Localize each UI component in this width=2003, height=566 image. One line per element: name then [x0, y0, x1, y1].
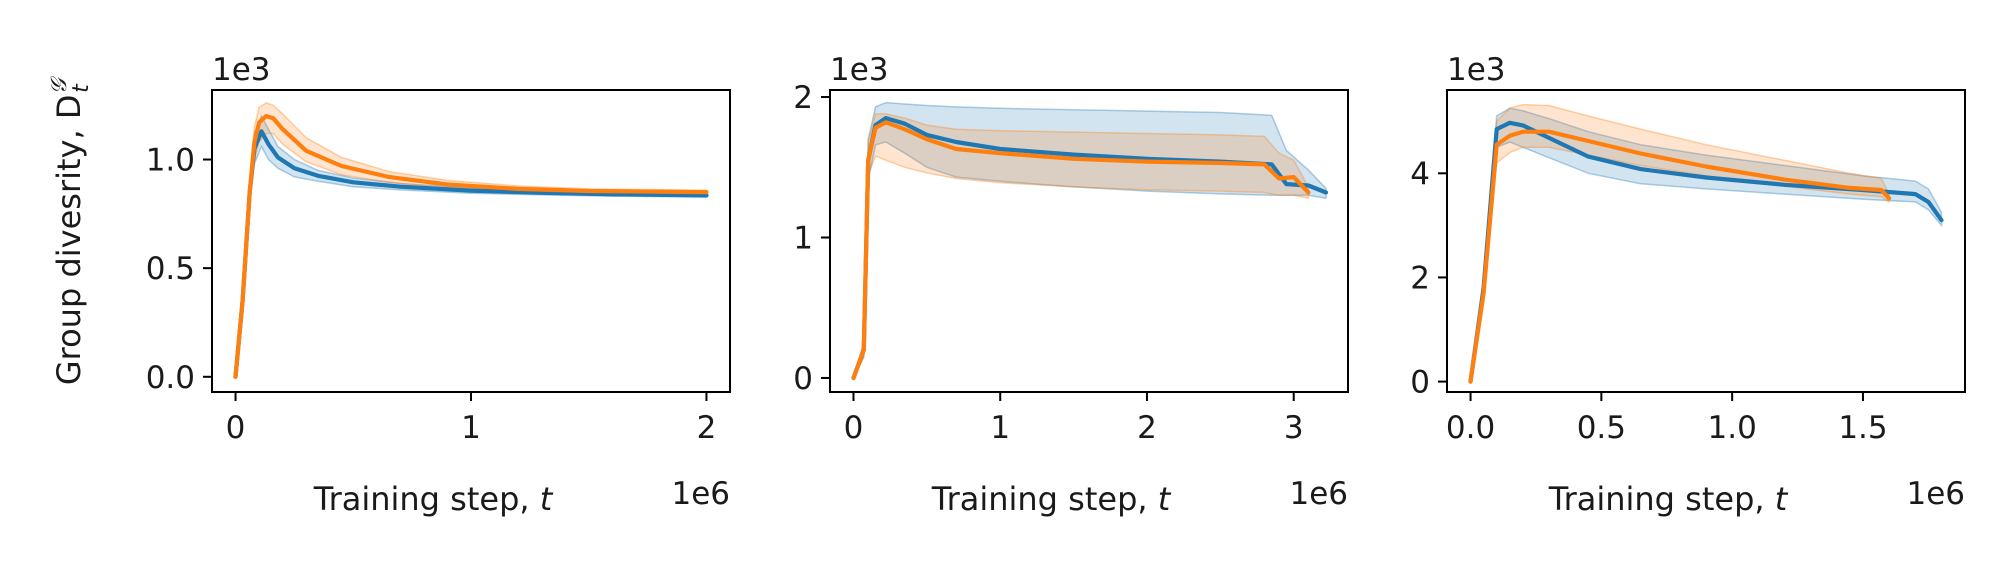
x-axis-label: Training step, t	[931, 480, 1172, 518]
x-tick-label: 1	[990, 410, 1010, 446]
x-axis-label-text: Training step,	[931, 480, 1158, 518]
y-tick-label: 1	[793, 220, 813, 256]
panel-3: 0.0 0.5 1.0 1.5 0 2 4 1e3 1e6 Training step, t	[1410, 52, 1966, 518]
y-multiplier: 1e3	[212, 52, 271, 88]
x-tick-label: 1.5	[1838, 410, 1887, 446]
figure-ylabel-text: Group divesrity, D	[50, 95, 88, 386]
x-tick-label: 0	[844, 410, 864, 446]
x-axis-label-text: Training step,	[313, 480, 540, 518]
series-2-band	[1469, 103, 1890, 382]
y-tick-label: 0.0	[146, 360, 195, 396]
series-2-line	[851, 120, 1311, 381]
series-2-band	[234, 102, 708, 377]
y-tick-label: 2	[793, 80, 813, 116]
x-axis-label-variable: t	[540, 480, 554, 518]
x-axis-label-text: Training step,	[1548, 480, 1775, 518]
x-multiplier: 1e6	[671, 476, 730, 512]
x-tick-label: 3	[1284, 410, 1304, 446]
x-tick-label: 2	[697, 410, 717, 446]
y-tick-label: 0	[1410, 365, 1430, 401]
y-tick-label: 1.0	[146, 143, 195, 179]
x-axis-label-variable: t	[1158, 480, 1172, 518]
x-tick-label: 0.0	[1446, 410, 1495, 446]
panel-2: 0 1 2 3 0 1 2 1e3 1e6 Training step, t	[793, 52, 1349, 518]
x-multiplier: 1e6	[1289, 476, 1348, 512]
x-tick-label: 2	[1137, 410, 1157, 446]
axes-frame	[829, 89, 1349, 393]
x-axis-label: Training step, t	[313, 480, 554, 518]
y-tick-label: 4	[1410, 156, 1430, 192]
figure-ylabel-sup: 𝒢	[47, 76, 72, 95]
x-tick-label: 0.5	[1577, 410, 1626, 446]
panel-1: 0 1 2 0.0 0.5 1.0 1e3 1e6 Training step, t	[146, 52, 731, 518]
x-tick-label: 1.0	[1708, 410, 1757, 446]
y-tick-label: 0.5	[146, 251, 195, 287]
series-1-line	[1468, 120, 1944, 384]
x-axis-label: Training step, t	[1548, 480, 1789, 518]
figure-ylabel: Group divesrity, D𝒢t	[47, 76, 94, 386]
x-multiplier: 1e6	[1906, 476, 1965, 512]
series-2-line	[1468, 129, 1892, 384]
y-multiplier: 1e3	[1447, 52, 1506, 88]
x-tick-label: 0	[226, 410, 246, 446]
figure-ylabel-sub: t	[69, 83, 94, 93]
series-2-line	[233, 113, 709, 379]
y-multiplier: 1e3	[830, 52, 889, 88]
x-tick-label: 1	[461, 410, 481, 446]
axes-frame	[1446, 89, 1966, 393]
y-tick-label: 0	[793, 361, 813, 397]
x-axis-label-variable: t	[1775, 480, 1789, 518]
y-tick-label: 2	[1410, 260, 1430, 296]
panels: 0 1 2 0.0 0.5 1.0 1e3 1e6 Training step, t 0 1 2 3 0 1…	[146, 52, 1966, 518]
